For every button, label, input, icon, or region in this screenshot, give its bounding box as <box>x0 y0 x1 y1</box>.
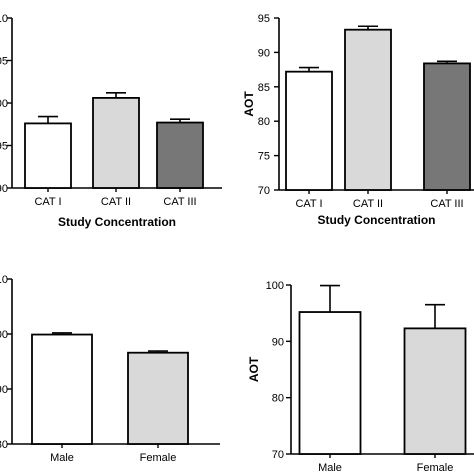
y-tick-label: 90 <box>0 183 8 195</box>
category-label: Female <box>417 462 454 474</box>
y-tick-label: 75 <box>258 151 270 163</box>
bar-cat-i <box>285 70 333 191</box>
bar-cat-ii <box>344 28 392 191</box>
chart-bottom-left: 80 90 100 110 Male Female <box>0 274 220 464</box>
y-tick-label: 100 <box>266 280 284 292</box>
bar-male <box>31 333 93 445</box>
y-tick-label: 100 <box>0 329 8 341</box>
category-label: Male <box>318 462 342 474</box>
category-label: CAT II <box>353 198 383 210</box>
category-label: CAT III <box>163 196 196 208</box>
bar-male <box>298 311 362 455</box>
y-tick-label: 70 <box>258 185 270 197</box>
chart-top-right: 70 75 80 85 90 95 CAT I CAT II CAT III Study Conc… <box>242 13 474 227</box>
bar-cat-iii <box>423 62 471 191</box>
y-tick-label: 70 <box>272 449 284 461</box>
bar-female <box>403 327 467 455</box>
y-tick-label: 90 <box>258 47 270 59</box>
chart-top-left: 90 95 100 105 110 CAT I CAT II CAT III Study Con… <box>0 13 222 229</box>
y-tick-label: 110 <box>0 274 8 286</box>
bar-cat-ii <box>92 97 140 189</box>
category-label: CAT I <box>34 196 61 208</box>
y-tick-label: 95 <box>0 141 8 153</box>
category-label: CAT I <box>295 198 322 210</box>
y-tick-label: 80 <box>258 116 270 128</box>
y-tick-label: 85 <box>258 82 270 94</box>
bar-cat-i <box>24 122 72 189</box>
y-tick-label: 90 <box>0 384 8 396</box>
y-tick-label: 80 <box>272 393 284 405</box>
category-label: CAT III <box>430 198 463 210</box>
y-tick-label: 90 <box>272 336 284 348</box>
y-tick-label: 100 <box>0 98 8 110</box>
x-axis-title: Study Concentration <box>58 215 176 229</box>
y-tick-label: 80 <box>0 439 8 451</box>
x-axis-title: Study Concentration <box>317 213 435 227</box>
y-tick-label: 105 <box>0 56 8 68</box>
y-axis-title: AOT <box>247 356 261 382</box>
bar-female <box>127 351 189 445</box>
chart-bottom-right: 70 80 90 100 Male Female AOT <box>247 280 474 474</box>
category-label: Male <box>50 452 74 464</box>
y-tick-label: 110 <box>0 13 8 25</box>
category-label: CAT II <box>101 196 131 208</box>
category-label: Female <box>140 452 177 464</box>
y-axis-title: AOT <box>242 91 256 117</box>
y-tick-label: 95 <box>258 13 270 25</box>
bar-cat-iii <box>156 121 204 189</box>
